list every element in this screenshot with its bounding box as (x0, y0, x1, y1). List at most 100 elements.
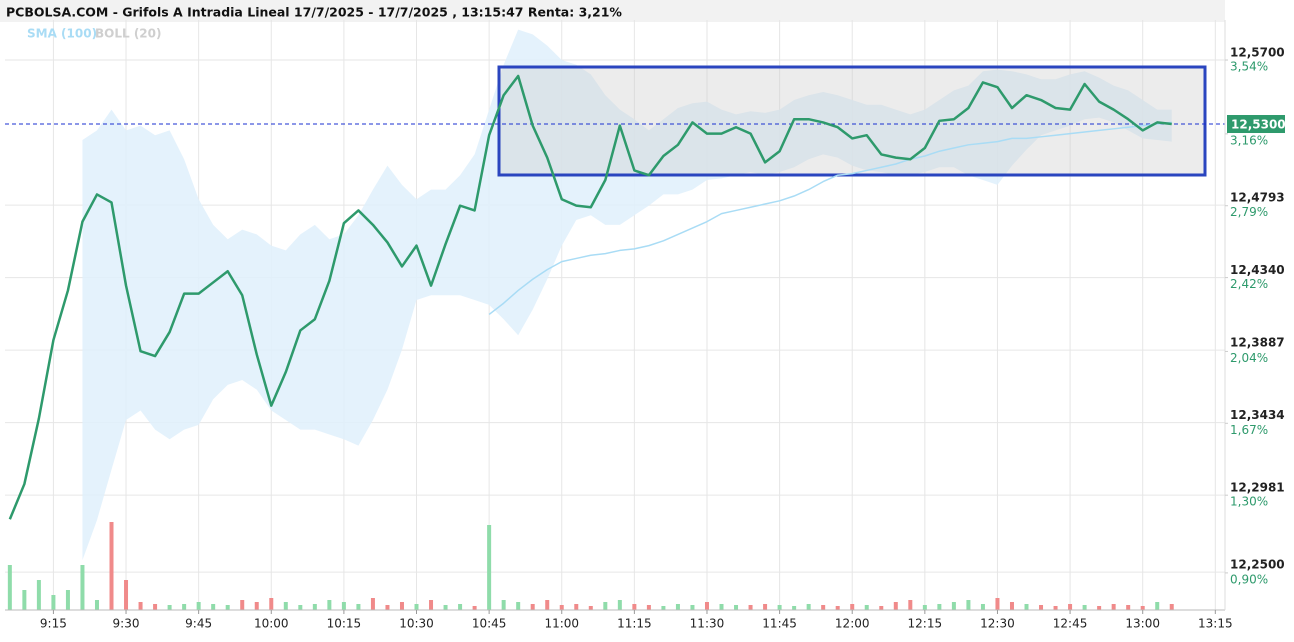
volume-bar (690, 605, 695, 610)
y-tick-label: 12,2500 (1230, 558, 1285, 572)
volume-bar (646, 605, 651, 610)
volume-bar (777, 605, 782, 610)
volume-bar (734, 605, 739, 610)
x-tick-label: 10:30 (399, 617, 434, 631)
volume-bar (588, 606, 593, 610)
y-tick-label: 12,5700 (1230, 46, 1285, 60)
y2-tick-label: 1,67% (1230, 423, 1268, 437)
volume-bar (414, 604, 419, 610)
volume-bar (182, 604, 187, 610)
volume-bar (879, 606, 884, 610)
volume-bar (1140, 606, 1145, 610)
x-tick-label: 13:15 (1198, 617, 1233, 631)
volume-bar (211, 604, 216, 610)
volume-bar (327, 600, 332, 610)
volume-bar (138, 602, 143, 610)
y-tick-label: 12,2981 (1230, 481, 1285, 495)
volume (7, 522, 1174, 610)
annotation-box (497, 65, 1207, 177)
y2-tick-label: 0,90% (1230, 572, 1268, 586)
y2-tick-label: 3,16% (1230, 133, 1268, 147)
volume-bar (458, 604, 463, 610)
volume-bar (399, 602, 404, 610)
volume-bar (864, 605, 869, 610)
volume-bar (1082, 605, 1087, 610)
title-band (0, 0, 1225, 22)
last-price-label: 12,5300 (1231, 118, 1286, 132)
volume-bar (530, 604, 535, 610)
sma-line (488, 121, 1172, 316)
x-tick-label: 9:30 (113, 617, 140, 631)
volume-bar (1111, 604, 1116, 610)
volume-bar (370, 598, 375, 610)
volume-bar (65, 590, 70, 610)
y2-tick-label: 2,79% (1230, 205, 1268, 219)
volume-bar (806, 604, 811, 610)
volume-bar (167, 605, 172, 610)
volume-bar (980, 604, 985, 610)
x-tick-label: 9:45 (185, 617, 212, 631)
volume-bar (51, 595, 56, 610)
y-tick-label: 12,4793 (1230, 191, 1285, 205)
volume-bar (225, 605, 230, 610)
y-tick-label: 12,4340 (1230, 263, 1285, 277)
y2-tick-label: 2,04% (1230, 351, 1268, 365)
volume-bar (487, 525, 492, 610)
lines (5, 74, 1225, 520)
volume-bar (443, 605, 448, 610)
volume-bar (109, 522, 114, 610)
volume-bar (821, 605, 826, 610)
volume-bar (254, 602, 259, 610)
x-tick-label: 11:15 (617, 617, 652, 631)
y-tick-label: 12,3887 (1230, 336, 1285, 350)
volume-bar (341, 602, 346, 610)
volume-bar (1169, 604, 1174, 610)
volume-bar (966, 600, 971, 610)
volume-bar (995, 598, 1000, 610)
volume-bar (748, 605, 753, 610)
volume-bar (153, 604, 158, 610)
volume-bar (763, 604, 768, 610)
volume-bar (385, 605, 390, 610)
y2-tick-label: 2,42% (1230, 277, 1268, 291)
volume-bar (545, 600, 550, 610)
volume-bar (1039, 605, 1044, 610)
volume-bar (603, 602, 608, 610)
volume-bar (269, 598, 274, 610)
volume-bar (922, 605, 927, 610)
volume-bar (792, 606, 797, 610)
volume-bar (1009, 602, 1014, 610)
volume-bar (516, 602, 521, 610)
x-tick-label: 11:45 (762, 617, 797, 631)
volume-bar (312, 604, 317, 610)
volume-bar (704, 602, 709, 610)
volume-bar (574, 604, 579, 610)
axes: 9:15 9:30 9:45 10:00 10:15 10:30 10:45 11:00 11:… (5, 20, 1286, 631)
volume-bar (1097, 606, 1102, 610)
x-tick-label: 12:30 (980, 617, 1015, 631)
last-price-box (1227, 115, 1285, 134)
legend-sma: SMA (100) (27, 27, 97, 41)
y-tick-label: 12,3434 (1230, 408, 1285, 422)
legend-boll: BOLL (20) (95, 27, 162, 41)
volume-bar (283, 602, 288, 610)
volume-bar (675, 604, 680, 610)
x-tick-label: 9:15 (40, 617, 67, 631)
price-line (8, 74, 1172, 520)
volume-bar (1126, 605, 1131, 610)
volume-bar (356, 604, 361, 610)
volume-bar (298, 605, 303, 610)
volume-bar (36, 580, 41, 610)
volume-bar (240, 600, 245, 610)
volume-bar (124, 580, 129, 610)
volume-bar (719, 604, 724, 610)
y2-tick-label: 1,30% (1230, 495, 1268, 509)
volume-bar (1068, 604, 1073, 610)
volume-bar (429, 600, 434, 610)
x-tick-label: 12:00 (835, 617, 870, 631)
volume-bar (472, 606, 477, 610)
volume-bar (1024, 604, 1029, 610)
volume-bar (908, 600, 913, 610)
x-tick-label: 12:45 (1053, 617, 1088, 631)
